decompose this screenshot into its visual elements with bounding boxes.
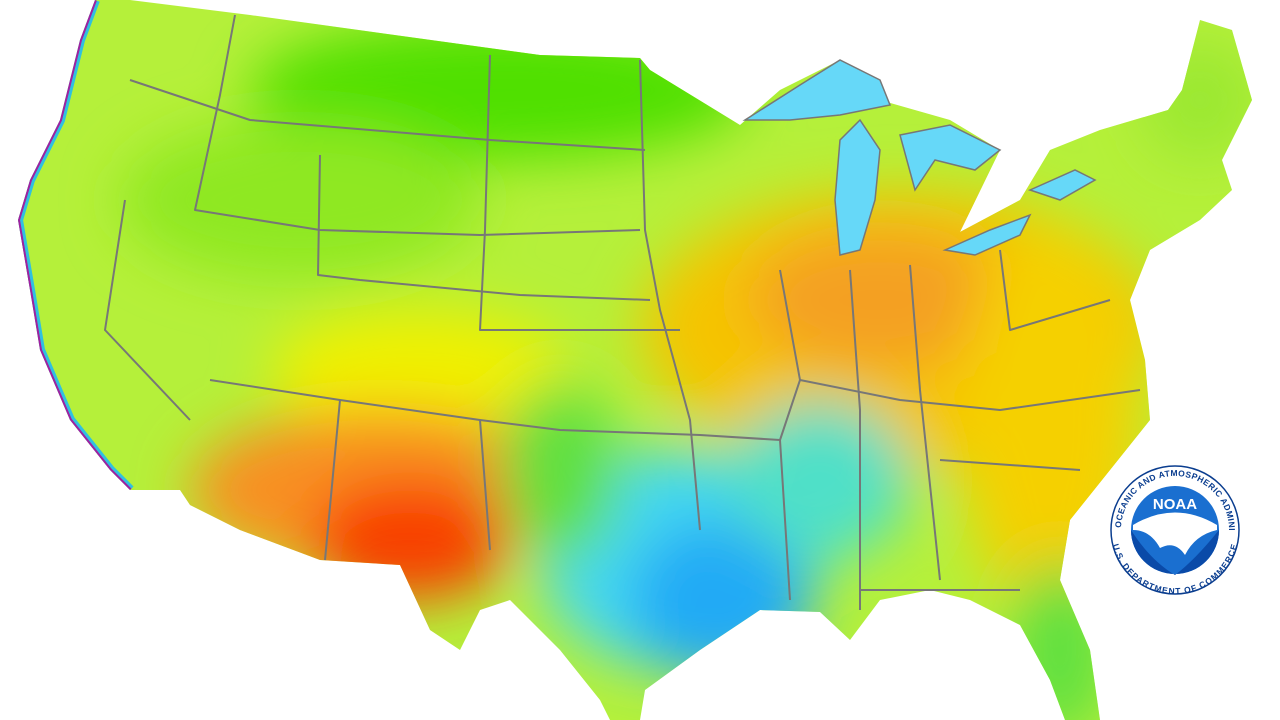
logo-outer-ring — [1110, 465, 1240, 595]
great-lakes — [742, 59, 1097, 256]
logo-wave — [1131, 530, 1219, 575]
logo-acronym: NOAA — [1153, 496, 1197, 513]
state-borders — [104, 14, 1141, 610]
logo-bird — [1133, 512, 1217, 555]
